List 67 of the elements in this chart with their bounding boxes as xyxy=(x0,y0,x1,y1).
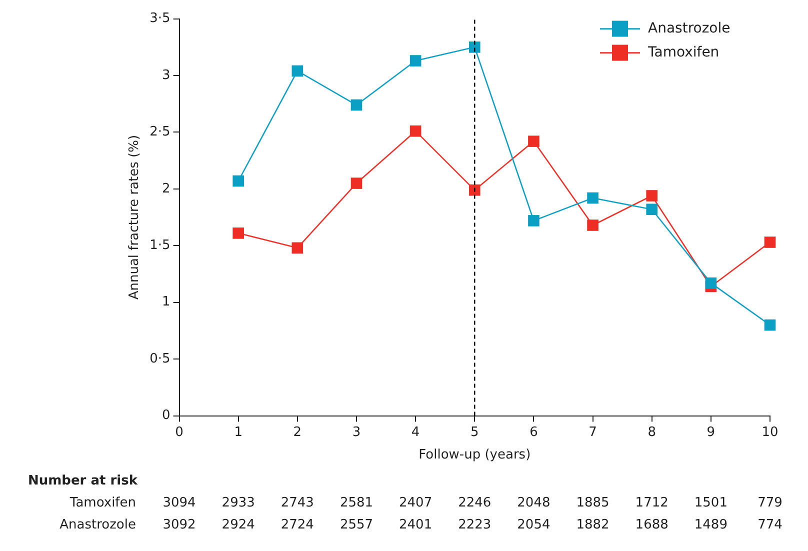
text: 2223 xyxy=(458,517,492,532)
point xyxy=(350,99,362,111)
x-tick-label: 6 xyxy=(530,424,538,440)
point xyxy=(232,175,244,187)
point xyxy=(587,192,598,204)
point xyxy=(646,204,658,216)
x-axis-title: Follow-up (years) xyxy=(418,448,531,463)
text: 774 xyxy=(758,517,782,532)
point xyxy=(646,190,658,202)
text: 2924 xyxy=(222,517,255,532)
text: Anastrozole xyxy=(60,517,136,532)
text: 779 xyxy=(758,495,782,510)
y-tick-label: 1 xyxy=(162,294,170,310)
y-tick-label: 0·5 xyxy=(150,351,170,366)
y-tick-label: 2·5 xyxy=(150,124,170,140)
point xyxy=(350,178,362,189)
text: 2933 xyxy=(222,495,255,510)
text: 2401 xyxy=(399,517,432,532)
legend-label: Anastrozole xyxy=(648,20,730,36)
point xyxy=(764,319,776,331)
x-tick-label: 1 xyxy=(234,424,242,440)
text: 1712 xyxy=(635,495,668,510)
x-tick-label: 9 xyxy=(706,424,716,440)
x-tick-label: 10 xyxy=(762,424,778,440)
x-tick-label: 7 xyxy=(588,424,597,440)
text: 2048 xyxy=(517,495,550,510)
text: 2054 xyxy=(517,517,550,532)
text: 2581 xyxy=(340,495,374,510)
text: Number at risk xyxy=(28,473,138,488)
point xyxy=(410,55,422,66)
point xyxy=(410,125,422,137)
x-tick-label: 2 xyxy=(293,424,302,440)
text: 2407 xyxy=(399,495,432,510)
y-axis-title: Annual fracture rates (%) xyxy=(127,134,142,300)
point xyxy=(232,228,244,239)
x-tick-label: 5 xyxy=(470,424,479,440)
point xyxy=(468,184,480,196)
text: 1501 xyxy=(694,495,728,510)
x-tick-label: 8 xyxy=(648,424,656,440)
point xyxy=(468,42,480,53)
text: 2246 xyxy=(458,495,492,510)
point xyxy=(587,220,598,231)
x-tick-label: 3 xyxy=(352,424,361,440)
x-tick-label: 4 xyxy=(411,424,420,440)
point xyxy=(764,236,776,248)
text: 2724 xyxy=(280,517,314,532)
point xyxy=(528,136,540,147)
y-tick-label: 0 xyxy=(162,408,170,424)
text: 1885 xyxy=(576,495,610,510)
y-tick-label: 2 xyxy=(162,181,170,196)
text: 3094 xyxy=(162,495,196,510)
text: Tamoxifen xyxy=(68,495,136,510)
point xyxy=(292,242,304,254)
text: 1489 xyxy=(694,517,728,532)
y-tick-label: 1·5 xyxy=(150,238,170,254)
point xyxy=(292,65,304,77)
text: 1882 xyxy=(576,517,610,532)
y-tick-label: 3 xyxy=(162,68,170,83)
legend-label: Tamoxifen xyxy=(647,44,720,60)
text: 2743 xyxy=(280,495,314,510)
point xyxy=(528,215,540,226)
text: 2557 xyxy=(340,517,374,532)
text: 3092 xyxy=(162,517,196,532)
text: 1688 xyxy=(635,517,668,532)
x-tick-label: 0 xyxy=(175,424,184,440)
y-tick-label: 3·5 xyxy=(150,11,170,26)
point xyxy=(705,277,717,289)
